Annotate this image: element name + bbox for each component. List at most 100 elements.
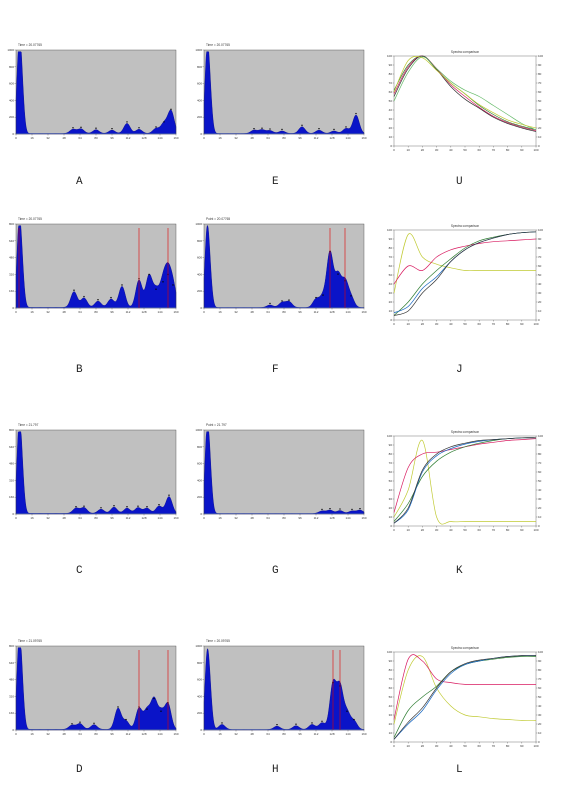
y-tick-label: 40 bbox=[389, 488, 393, 492]
y2-tick-label: 0 bbox=[538, 740, 540, 744]
plot-frame bbox=[15, 645, 177, 731]
y-tick-label: 160 bbox=[9, 495, 14, 499]
x-tick-label: 48 bbox=[62, 136, 66, 140]
x-tick-label: 96 bbox=[110, 310, 114, 314]
chart-title: Time = 21.797 bbox=[18, 423, 39, 427]
y-tick-label: 0 bbox=[12, 132, 14, 136]
x-tick-label: 16 bbox=[218, 136, 222, 140]
x-tick-label: 144 bbox=[157, 136, 162, 140]
x-tick-label: 128 bbox=[141, 516, 146, 520]
x-tick-label: 48 bbox=[62, 732, 66, 736]
x-tick-label: 70 bbox=[492, 744, 496, 748]
x-tick-label: 48 bbox=[62, 516, 66, 520]
x-tick-label: 80 bbox=[506, 744, 510, 748]
y-tick-label: 70 bbox=[389, 255, 393, 259]
x-tick-label: 160 bbox=[361, 136, 366, 140]
y2-tick-label: 40 bbox=[538, 488, 542, 492]
panel-letter-l: L bbox=[456, 764, 463, 776]
peak-marker bbox=[337, 273, 339, 275]
y-tick-label: 0 bbox=[12, 728, 14, 732]
y-tick-label: 50 bbox=[389, 99, 393, 103]
y2-tick-label: 20 bbox=[538, 300, 542, 304]
panel-letter-a: A bbox=[76, 176, 83, 188]
y-tick-label: 90 bbox=[389, 443, 393, 447]
panel-letter-f: F bbox=[272, 364, 279, 376]
x-tick-label: 0 bbox=[203, 732, 205, 736]
chart-title: Time = 20.07765 bbox=[18, 43, 42, 47]
x-tick-label: 70 bbox=[492, 148, 496, 152]
peak-marker bbox=[322, 294, 324, 296]
series-line bbox=[393, 654, 536, 720]
x-tick-label: 0 bbox=[15, 732, 17, 736]
y-tick-label: 160 bbox=[9, 289, 14, 293]
plot-frame bbox=[393, 229, 537, 321]
peak-marker bbox=[75, 506, 77, 508]
peak-marker bbox=[295, 723, 297, 725]
chart-svg: Point = 20.07765 0 200 400 600 800 1000 0 16 32 48… bbox=[195, 217, 367, 314]
y-tick-label: 600 bbox=[197, 82, 202, 86]
y-tick-label: 480 bbox=[9, 462, 14, 466]
y-tick-label: 70 bbox=[389, 461, 393, 465]
peak-marker bbox=[318, 127, 320, 130]
x-tick-label: 10 bbox=[407, 744, 411, 748]
y2-tick-label: 100 bbox=[538, 650, 543, 654]
x-tick-label: 90 bbox=[520, 322, 524, 326]
x-tick-label: 32 bbox=[46, 136, 50, 140]
series-line bbox=[393, 231, 537, 316]
y-tick-label: 100 bbox=[387, 434, 392, 438]
x-tick-label: 112 bbox=[126, 136, 131, 140]
chart-title: Time = 21.09765 bbox=[18, 639, 42, 643]
x-tick-label: 60 bbox=[478, 148, 482, 152]
chart-title: Time = 20.07765 bbox=[206, 43, 230, 47]
series-line bbox=[393, 437, 537, 524]
y2-tick-label: 100 bbox=[538, 54, 543, 58]
chart-svg: Time = 20.07765 0 200 400 600 800 1000 0 16 32 48 6… bbox=[195, 43, 367, 140]
x-tick-label: 0 bbox=[15, 136, 17, 140]
y2-tick-label: 50 bbox=[538, 695, 542, 699]
x-tick-label: 112 bbox=[314, 136, 319, 140]
y2-tick-label: 80 bbox=[538, 246, 542, 250]
x-tick-label: 128 bbox=[141, 136, 146, 140]
x-tick-label: 32 bbox=[46, 732, 50, 736]
y-tick-label: 40 bbox=[389, 108, 393, 112]
y-tick-label: 600 bbox=[197, 462, 202, 466]
peak-marker bbox=[155, 288, 157, 290]
x-tick-label: 96 bbox=[298, 310, 302, 314]
x-tick-label: 32 bbox=[234, 136, 238, 140]
x-tick-label: 80 bbox=[94, 310, 98, 314]
peak-marker bbox=[339, 508, 341, 510]
y-tick-label: 60 bbox=[389, 686, 393, 690]
x-tick-label: 160 bbox=[173, 310, 178, 314]
x-tick-label: 112 bbox=[314, 310, 319, 314]
y2-tick-label: 70 bbox=[538, 81, 542, 85]
x-tick-label: 128 bbox=[329, 136, 334, 140]
x-tick-label: 40 bbox=[449, 528, 453, 532]
x-tick-label: 50 bbox=[463, 148, 467, 152]
y2-tick-label: 50 bbox=[538, 479, 542, 483]
peak-marker bbox=[261, 127, 263, 129]
x-tick-label: 144 bbox=[157, 310, 162, 314]
peak-marker bbox=[125, 718, 127, 721]
plot-background bbox=[16, 50, 176, 134]
series-line bbox=[393, 440, 536, 525]
peak-marker bbox=[80, 126, 82, 129]
plot-frame bbox=[393, 435, 537, 527]
peak-marker bbox=[97, 299, 99, 301]
chart-title: Time = 20.07765 bbox=[18, 217, 42, 221]
y-tick-label: 20 bbox=[389, 722, 393, 726]
x-tick-label: 40 bbox=[449, 744, 453, 748]
x-tick-label: 64 bbox=[78, 516, 82, 520]
y-tick-label: 160 bbox=[9, 711, 14, 715]
y-tick-label: 1000 bbox=[195, 428, 202, 432]
x-tick-label: 160 bbox=[361, 732, 366, 736]
x-tick-label: 70 bbox=[492, 528, 496, 532]
y-tick-label: 70 bbox=[389, 81, 393, 85]
y-tick-label: 50 bbox=[389, 695, 393, 699]
x-tick-label: 144 bbox=[157, 732, 162, 736]
panel-letter-c: C bbox=[76, 565, 83, 577]
y2-tick-label: 30 bbox=[538, 713, 542, 717]
x-tick-label: 80 bbox=[282, 310, 286, 314]
x-tick-label: 48 bbox=[250, 516, 254, 520]
